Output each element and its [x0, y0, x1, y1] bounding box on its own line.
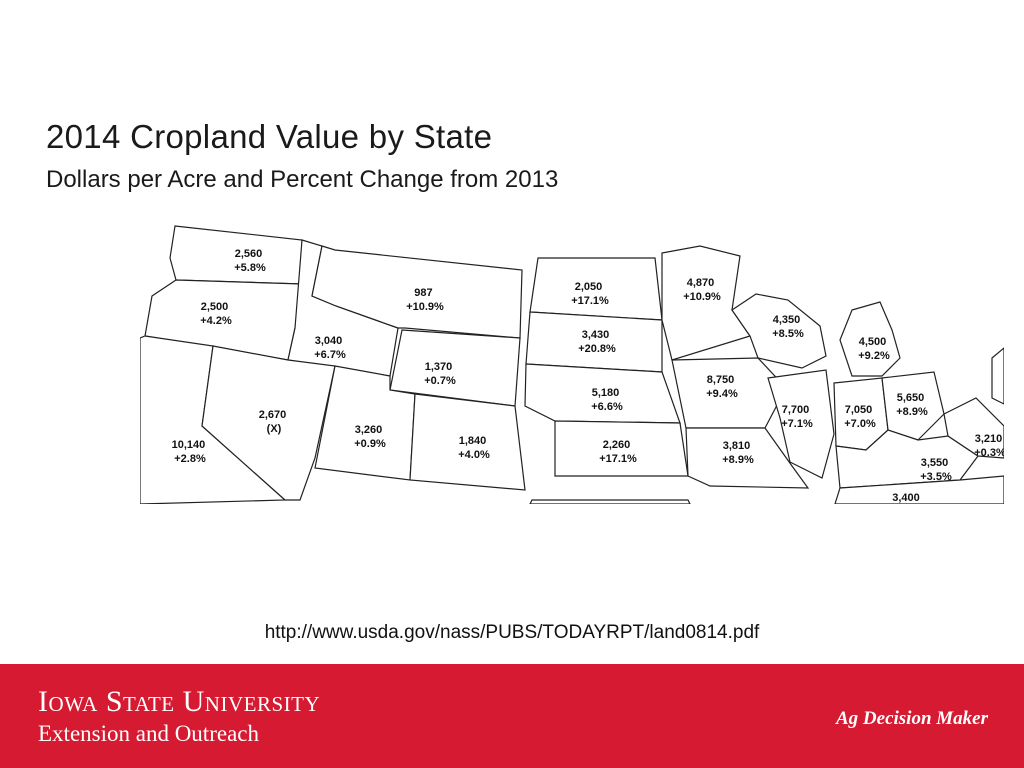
state-label-tn: 3,400	[892, 492, 920, 504]
slide-title: 2014 Cropland Value by State	[46, 118, 493, 155]
state-shape-mn	[661, 245, 751, 361]
state-shape-wi	[731, 293, 827, 369]
extension-unit: Extension and Outreach	[38, 721, 259, 746]
university-wordmark: Iowa State University	[38, 685, 321, 718]
state-value: 3,400	[892, 492, 920, 504]
state-label-wv: 3,210 +0.3%	[974, 433, 1004, 459]
state-change: +7.0%	[844, 418, 876, 430]
state-value: 4,500	[859, 336, 887, 348]
state-value: 8,750	[707, 374, 735, 386]
state-value: 2,560	[235, 248, 263, 260]
state-shape-co	[409, 393, 526, 491]
state-change: +8.5%	[772, 328, 804, 340]
state-change: +9.2%	[858, 350, 890, 362]
state-label-oh: 5,650 +8.9%	[896, 392, 928, 418]
state-value: 987	[414, 287, 432, 299]
state-label-nv: 2,670 (X)	[259, 409, 290, 435]
state-shape-wv	[943, 397, 1004, 459]
state-label-in: 7,050 +7.0%	[844, 404, 876, 430]
state-value: 5,180	[592, 387, 620, 399]
state-value: 4,870	[687, 277, 715, 289]
state-change: +17.1%	[571, 295, 609, 307]
state-shape-nv	[201, 345, 336, 501]
state-label-mo: 3,810 +8.9%	[722, 440, 754, 466]
state-value: 2,050	[575, 281, 603, 293]
state-change: +8.9%	[722, 454, 754, 466]
state-change: +10.9%	[683, 291, 721, 303]
state-shape-mt	[311, 245, 523, 339]
state-label-ks: 2,260 +17.1%	[599, 439, 637, 465]
state-label-ky: 3,550 +3.5%	[920, 457, 952, 483]
state-value: 7,700	[782, 404, 810, 416]
state-value: 3,430	[582, 329, 610, 341]
state-label-sd: 3,430 +20.8%	[578, 329, 616, 355]
state-value: 4,350	[773, 314, 801, 326]
cropland-value-map: 2,560 +5.8% 2,500 +4.2% 10,140 +2.8% 3,0…	[140, 225, 1004, 504]
state-change: +6.7%	[314, 349, 346, 361]
program-name: Ag Decision Maker	[836, 708, 988, 729]
state-value: 5,650	[897, 392, 925, 404]
state-label-ca: 10,140 +2.8%	[172, 439, 209, 465]
slide-subtitle: Dollars per Acre and Percent Change from…	[46, 166, 559, 193]
state-label-mi: 4,500 +9.2%	[858, 336, 890, 362]
state-value: 3,550	[921, 457, 949, 469]
state-change: +4.0%	[458, 449, 490, 461]
state-change: +17.1%	[599, 453, 637, 465]
state-label-ne: 5,180 +6.6%	[591, 387, 623, 413]
state-label-ut: 3,260 +0.9%	[354, 424, 386, 450]
state-value: 2,500	[201, 301, 229, 313]
state-value: 3,260	[355, 424, 383, 436]
state-change: +8.9%	[896, 406, 928, 418]
state-change: +4.2%	[200, 315, 232, 327]
state-change: +0.7%	[424, 375, 456, 387]
state-change: +2.8%	[174, 453, 206, 465]
state-label-nd: 2,050 +17.1%	[571, 281, 609, 307]
state-change: +6.6%	[591, 401, 623, 413]
state-label-or: 2,500 +4.2%	[200, 301, 232, 327]
state-shape-oh	[881, 371, 945, 441]
state-label-ia: 8,750 +9.4%	[706, 374, 738, 400]
state-label-mn: 4,870 +10.9%	[683, 277, 721, 303]
state-shape-ar	[529, 499, 691, 504]
state-shape-sd	[525, 311, 663, 373]
state-change: +9.4%	[706, 388, 738, 400]
state-shape-il	[767, 369, 835, 479]
state-change: +0.3%	[974, 447, 1004, 459]
state-change: +20.8%	[578, 343, 616, 355]
state-value: 2,670	[259, 409, 287, 421]
state-change: +10.9%	[406, 301, 444, 313]
state-shape-tn	[834, 475, 1004, 504]
state-value: 3,210	[975, 433, 1003, 445]
state-change: +7.1%	[781, 418, 813, 430]
state-shape-pa	[991, 347, 1004, 405]
state-label-co: 1,840 +4.0%	[458, 435, 490, 461]
state-shape-mi	[839, 301, 901, 377]
state-change: (X)	[267, 423, 282, 435]
state-value: 7,050	[845, 404, 873, 416]
state-label-mt: 987 +10.9%	[406, 287, 444, 313]
state-value: 3,810	[723, 440, 751, 452]
state-value: 1,840	[459, 435, 487, 447]
footer-bar: Iowa State University Extension and Outr…	[0, 664, 1024, 768]
state-change: +0.9%	[354, 438, 386, 450]
state-change: +3.5%	[920, 471, 952, 483]
state-shape-mo	[685, 427, 810, 489]
state-value: 10,140	[172, 439, 206, 451]
state-label-il: 7,700 +7.1%	[781, 404, 813, 430]
state-label-wi: 4,350 +8.5%	[772, 314, 804, 340]
state-shape-ia	[671, 357, 787, 429]
state-label-id: 3,040 +6.7%	[314, 335, 346, 361]
state-change: +5.8%	[234, 262, 266, 274]
state-value: 1,370	[425, 361, 453, 373]
state-value: 2,260	[603, 439, 631, 451]
source-link[interactable]: http://www.usda.gov/nass/PUBS/TODAYRPT/l…	[264, 622, 760, 643]
state-label-wa: 2,560 +5.8%	[234, 248, 266, 274]
state-label-wy: 1,370 +0.7%	[424, 361, 456, 387]
state-value: 3,040	[315, 335, 343, 347]
